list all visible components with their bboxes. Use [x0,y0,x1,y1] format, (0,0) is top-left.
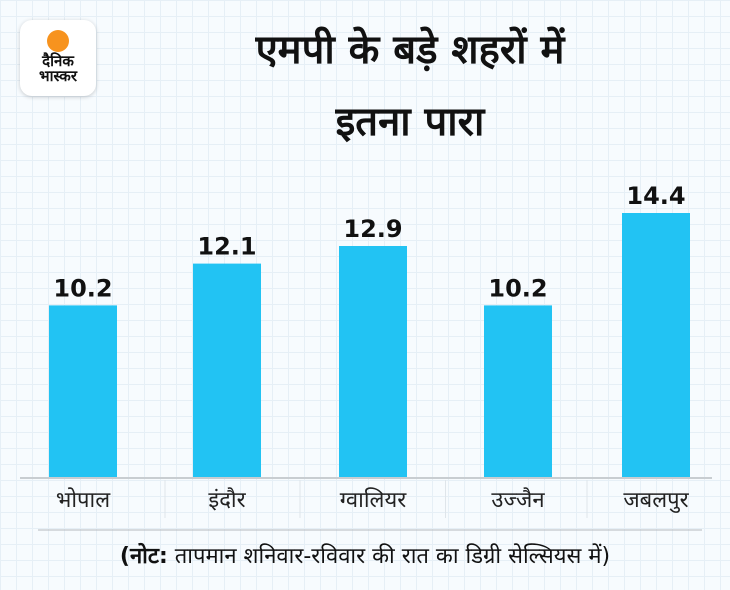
category-label-0: भोपाल [56,487,111,513]
bar-0 [49,305,117,477]
value-label-4: 14.4 [626,182,685,210]
bar-1 [193,263,261,477]
bar-4 [622,213,690,477]
bar-2 [339,246,407,477]
value-label-3: 10.2 [488,274,547,302]
sun-logo-icon [47,30,69,52]
footnote: (नोट: तापमान शनिवार-रविवार की रात का डिग… [0,540,730,570]
chart-title-line2: इतना पारा [335,99,485,145]
logo-line2: भास्कर [39,67,77,85]
footnote-label: (नोट: [119,544,168,569]
category-label-3: उज्जैन [491,487,545,513]
footnote-text: तापमान शनिवार-रविवार की रात का डिग्री से… [167,544,611,569]
value-label-2: 12.9 [343,215,402,243]
value-label-1: 12.1 [197,233,256,261]
chart-title-line1: एमपी के बड़े शहरों में [255,27,565,73]
dainik-bhaskar-logo: दैनिक भास्कर [20,20,96,96]
logo-line1: दैनिक [42,52,74,70]
value-label-0: 10.2 [53,274,112,302]
category-label-2: ग्वालियर [340,487,407,513]
category-label-4: जबलपुर [623,488,689,513]
bar-3 [484,305,552,477]
category-label-1: इंदौर [208,487,246,513]
